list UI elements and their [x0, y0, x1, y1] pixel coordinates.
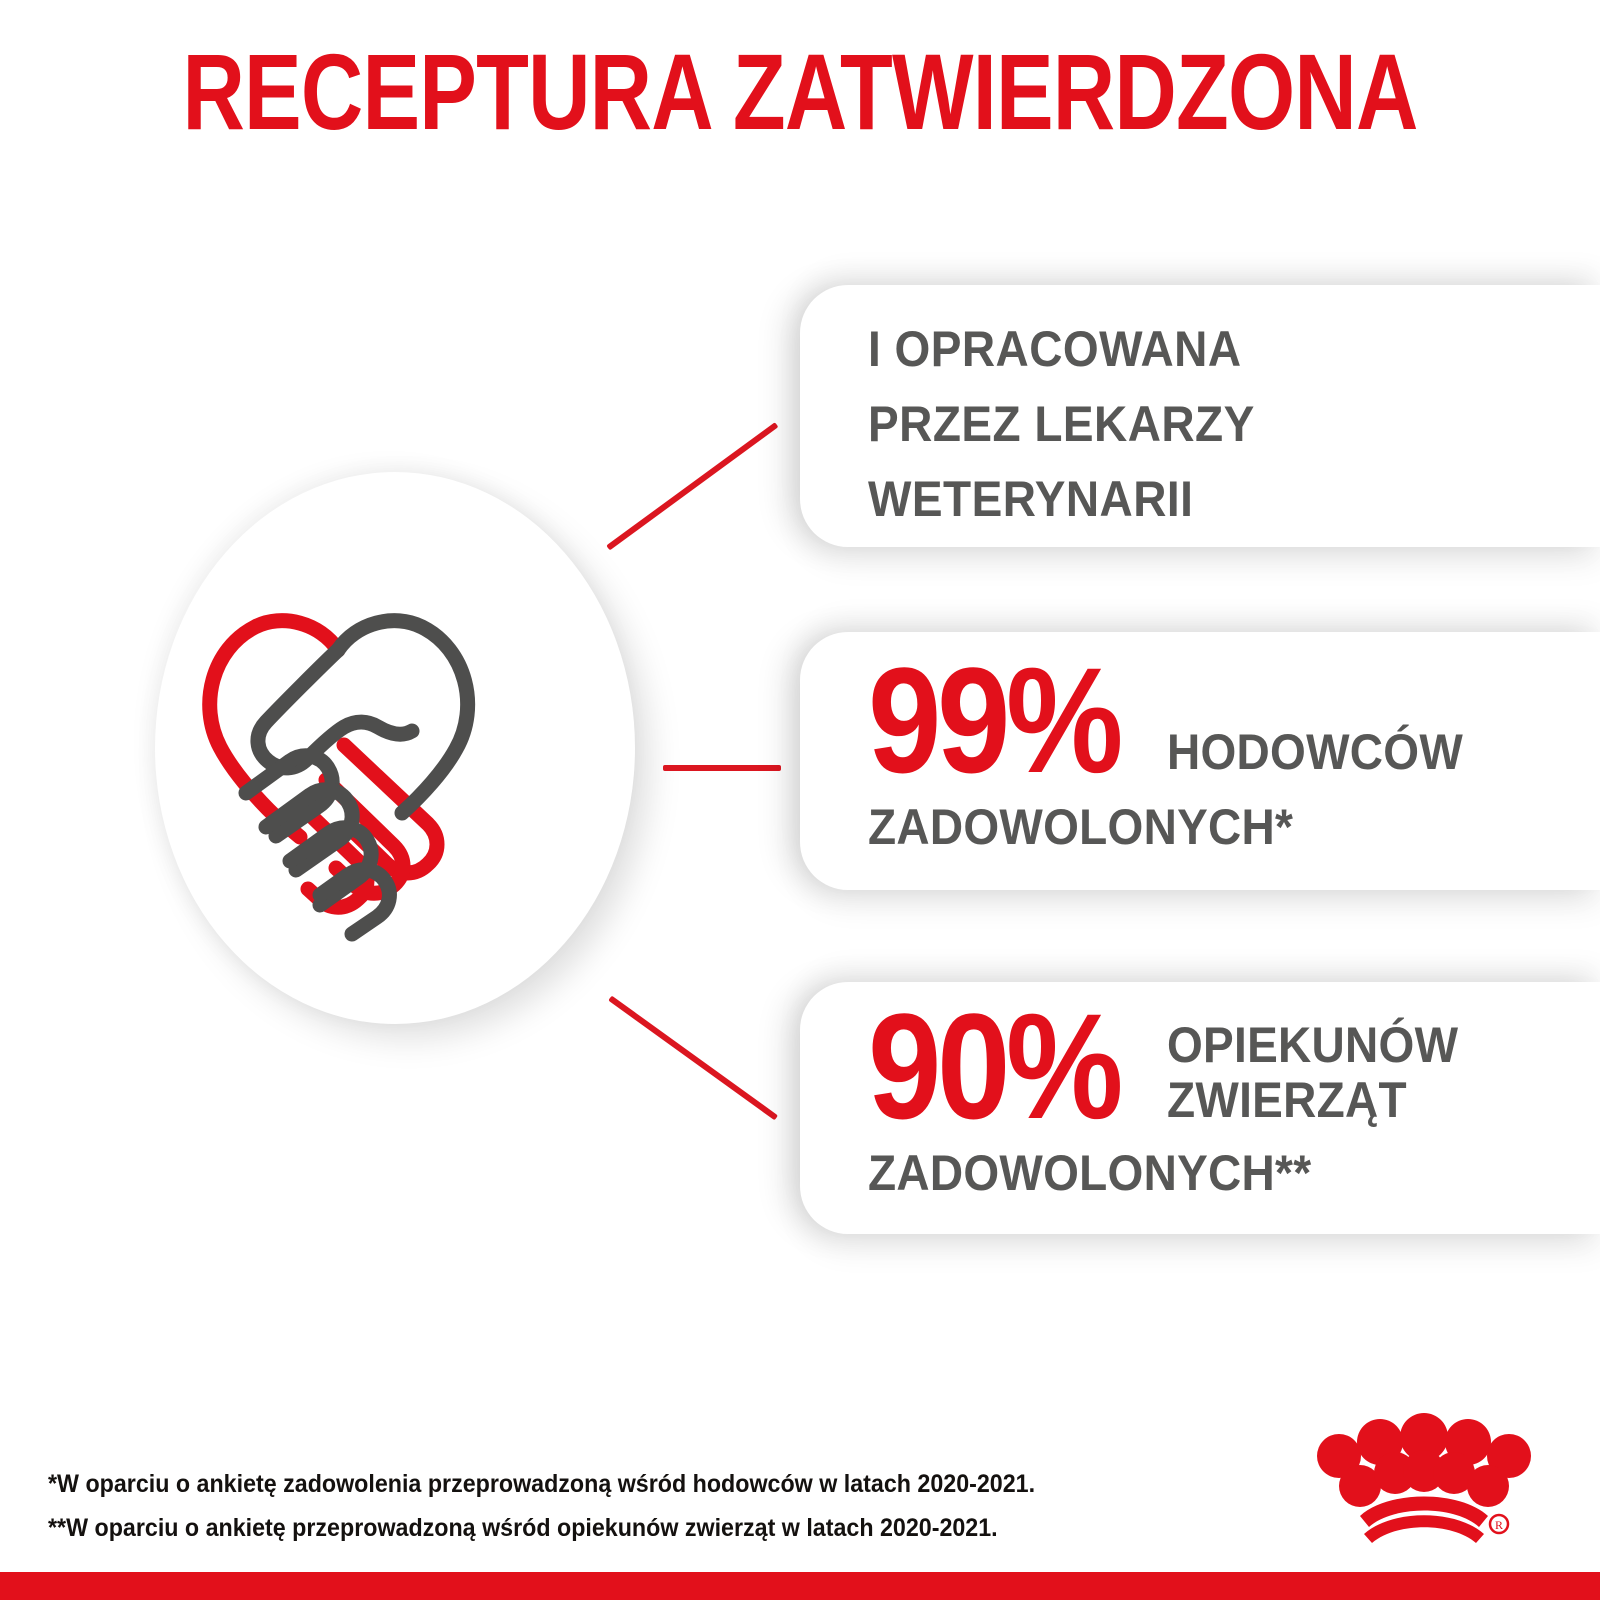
connector-line-vets	[606, 422, 779, 551]
stat-row-owners: 90% OPIEKUNÓW ZWIERZĄT	[868, 982, 1600, 1150]
stat-side-owners-line-1: OPIEKUNÓW	[1167, 1017, 1459, 1073]
stat-bottom-breeders: ZADOWOLONYCH*	[868, 799, 1294, 855]
footnote-1: *W oparciu o ankietę zadowolenia przepro…	[48, 1470, 1036, 1498]
stat-side-breeders: HODOWCÓW	[1167, 724, 1464, 780]
stat-side-owners-wrap: OPIEKUNÓW ZWIERZĄT	[1167, 1018, 1484, 1132]
bottom-red-bar	[0, 1572, 1600, 1600]
icon-circle-backdrop	[155, 472, 635, 1024]
connector-line-owners	[608, 995, 779, 1121]
card-owners: 90% OPIEKUNÓW ZWIERZĄT ZADOWOLONYCH**	[800, 982, 1600, 1234]
card-vets-line-1: I OPRACOWANA	[868, 321, 1242, 377]
card-breeders: 99% HODOWCÓW ZADOWOLONYCH*	[800, 632, 1600, 890]
stat-row-breeders: 99% HODOWCÓW	[868, 636, 1600, 804]
page-title: RECEPTURA ZATWIERDZONA	[182, 31, 1418, 152]
stat-side-owners-line-2: ZWIERZĄT	[1167, 1072, 1408, 1128]
card-vets: I OPRACOWANA PRZEZ LEKARZY WETERYNARII	[800, 285, 1600, 547]
registered-mark: R	[1495, 1518, 1503, 1532]
percent-value-owners: 90%	[868, 982, 1123, 1150]
footnotes: *W oparciu o ankietę zadowolenia przepro…	[48, 1462, 1035, 1550]
card-vets-line-3: WETERYNARII	[868, 471, 1194, 527]
royal-canin-crown-logo: R	[1288, 1393, 1560, 1543]
connector-line-breeders	[663, 765, 781, 771]
stat-bottom-owners: ZADOWOLONYCH**	[868, 1145, 1312, 1201]
footnote-2: **W oparciu o ankietę przeprowadzoną wśr…	[48, 1514, 998, 1542]
percent-value-breeders: 99%	[868, 636, 1123, 804]
card-vets-line-2: PRZEZ LEKARZY	[868, 396, 1255, 452]
handshake-heart-icon	[150, 565, 550, 945]
